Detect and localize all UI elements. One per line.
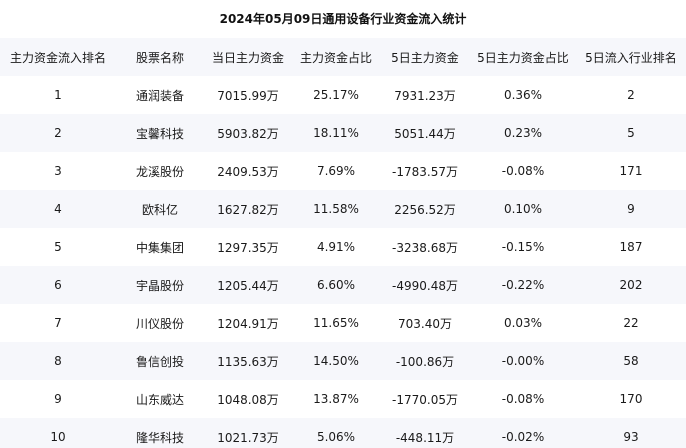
table-row: 10 隆华科技 1021.73万 5.06% -448.11万 -0.02% 93 xyxy=(0,418,686,448)
cell-rank: 1 xyxy=(0,76,116,114)
cell-5day-industry-rank: 5 xyxy=(576,114,686,152)
cell-5day-main-fund: 5051.44万 xyxy=(380,114,470,152)
cell-5day-main-fund-ratio: 0.23% xyxy=(470,114,576,152)
cell-5day-main-fund-ratio: 0.10% xyxy=(470,190,576,228)
table-row: 5 中集集团 1297.35万 4.91% -3238.68万 -0.15% 187 xyxy=(0,228,686,266)
cell-daily-main-fund: 1297.35万 xyxy=(204,228,292,266)
cell-rank: 4 xyxy=(0,190,116,228)
cell-5day-industry-rank: 202 xyxy=(576,266,686,304)
header-5day-industry-rank: 5日流入行业排名 xyxy=(576,38,686,76)
cell-daily-main-fund: 1135.63万 xyxy=(204,342,292,380)
page-title: 2024年05月09日通用设备行业资金流入统计 xyxy=(219,12,467,26)
cell-5day-industry-rank: 171 xyxy=(576,152,686,190)
cell-5day-main-fund-ratio: -0.08% xyxy=(470,380,576,418)
table-row: 8 鲁信创投 1135.63万 14.50% -100.86万 -0.00% 58 xyxy=(0,342,686,380)
table-header-row: 主力资金流入排名 股票名称 当日主力资金 主力资金占比 5日主力资金 5日主力资… xyxy=(0,38,686,76)
cell-daily-main-fund: 1048.08万 xyxy=(204,380,292,418)
cell-daily-main-fund: 1204.91万 xyxy=(204,304,292,342)
cell-daily-main-fund: 1021.73万 xyxy=(204,418,292,448)
cell-stock-name: 欧科亿 xyxy=(116,190,204,228)
cell-rank: 9 xyxy=(0,380,116,418)
table-row: 4 欧科亿 1627.82万 11.58% 2256.52万 0.10% 9 xyxy=(0,190,686,228)
cell-stock-name: 龙溪股份 xyxy=(116,152,204,190)
cell-5day-main-fund-ratio: -0.22% xyxy=(470,266,576,304)
cell-stock-name: 宝馨科技 xyxy=(116,114,204,152)
cell-5day-industry-rank: 22 xyxy=(576,304,686,342)
cell-5day-main-fund-ratio: -0.00% xyxy=(470,342,576,380)
table-row: 1 通润装备 7015.99万 25.17% 7931.23万 0.36% 2 xyxy=(0,76,686,114)
cell-rank: 6 xyxy=(0,266,116,304)
cell-5day-main-fund-ratio: -0.08% xyxy=(470,152,576,190)
cell-rank: 5 xyxy=(0,228,116,266)
cell-5day-industry-rank: 58 xyxy=(576,342,686,380)
cell-5day-main-fund-ratio: -0.02% xyxy=(470,418,576,448)
cell-5day-industry-rank: 170 xyxy=(576,380,686,418)
cell-main-fund-ratio: 6.60% xyxy=(292,266,380,304)
cell-stock-name: 隆华科技 xyxy=(116,418,204,448)
cell-main-fund-ratio: 5.06% xyxy=(292,418,380,448)
cell-stock-name: 山东威达 xyxy=(116,380,204,418)
cell-5day-main-fund-ratio: 0.36% xyxy=(470,76,576,114)
cell-daily-main-fund: 5903.82万 xyxy=(204,114,292,152)
table-row: 9 山东威达 1048.08万 13.87% -1770.05万 -0.08% 170 xyxy=(0,380,686,418)
cell-5day-main-fund: 703.40万 xyxy=(380,304,470,342)
cell-5day-main-fund: 2256.52万 xyxy=(380,190,470,228)
cell-main-fund-ratio: 18.11% xyxy=(292,114,380,152)
cell-main-fund-ratio: 4.91% xyxy=(292,228,380,266)
cell-stock-name: 通润装备 xyxy=(116,76,204,114)
header-5day-main-fund: 5日主力资金 xyxy=(380,38,470,76)
fund-flow-table: 主力资金流入排名 股票名称 当日主力资金 主力资金占比 5日主力资金 5日主力资… xyxy=(0,38,686,448)
table-row: 7 川仪股份 1204.91万 11.65% 703.40万 0.03% 22 xyxy=(0,304,686,342)
cell-daily-main-fund: 1627.82万 xyxy=(204,190,292,228)
header-rank: 主力资金流入排名 xyxy=(0,38,116,76)
cell-5day-industry-rank: 93 xyxy=(576,418,686,448)
cell-5day-main-fund: -1770.05万 xyxy=(380,380,470,418)
cell-5day-main-fund: -3238.68万 xyxy=(380,228,470,266)
cell-main-fund-ratio: 11.58% xyxy=(292,190,380,228)
cell-stock-name: 中集集团 xyxy=(116,228,204,266)
cell-rank: 7 xyxy=(0,304,116,342)
table-row: 6 宇晶股份 1205.44万 6.60% -4990.48万 -0.22% 202 xyxy=(0,266,686,304)
cell-main-fund-ratio: 7.69% xyxy=(292,152,380,190)
cell-5day-main-fund: 7931.23万 xyxy=(380,76,470,114)
cell-5day-main-fund: -1783.57万 xyxy=(380,152,470,190)
cell-rank: 2 xyxy=(0,114,116,152)
cell-rank: 8 xyxy=(0,342,116,380)
header-stock-name: 股票名称 xyxy=(116,38,204,76)
cell-5day-main-fund-ratio: 0.03% xyxy=(470,304,576,342)
table-row: 3 龙溪股份 2409.53万 7.69% -1783.57万 -0.08% 171 xyxy=(0,152,686,190)
cell-5day-main-fund: -448.11万 xyxy=(380,418,470,448)
cell-5day-industry-rank: 9 xyxy=(576,190,686,228)
cell-main-fund-ratio: 25.17% xyxy=(292,76,380,114)
cell-5day-industry-rank: 187 xyxy=(576,228,686,266)
header-5day-main-fund-ratio: 5日主力资金占比 xyxy=(470,38,576,76)
cell-stock-name: 宇晶股份 xyxy=(116,266,204,304)
cell-stock-name: 鲁信创投 xyxy=(116,342,204,380)
cell-5day-main-fund: -100.86万 xyxy=(380,342,470,380)
cell-daily-main-fund: 1205.44万 xyxy=(204,266,292,304)
cell-main-fund-ratio: 14.50% xyxy=(292,342,380,380)
table-row: 2 宝馨科技 5903.82万 18.11% 5051.44万 0.23% 5 xyxy=(0,114,686,152)
cell-rank: 3 xyxy=(0,152,116,190)
header-main-fund-ratio: 主力资金占比 xyxy=(292,38,380,76)
header-daily-main-fund: 当日主力资金 xyxy=(204,38,292,76)
cell-5day-main-fund-ratio: -0.15% xyxy=(470,228,576,266)
cell-rank: 10 xyxy=(0,418,116,448)
cell-main-fund-ratio: 13.87% xyxy=(292,380,380,418)
cell-5day-main-fund: -4990.48万 xyxy=(380,266,470,304)
cell-main-fund-ratio: 11.65% xyxy=(292,304,380,342)
cell-5day-industry-rank: 2 xyxy=(576,76,686,114)
cell-daily-main-fund: 2409.53万 xyxy=(204,152,292,190)
cell-stock-name: 川仪股份 xyxy=(116,304,204,342)
cell-daily-main-fund: 7015.99万 xyxy=(204,76,292,114)
